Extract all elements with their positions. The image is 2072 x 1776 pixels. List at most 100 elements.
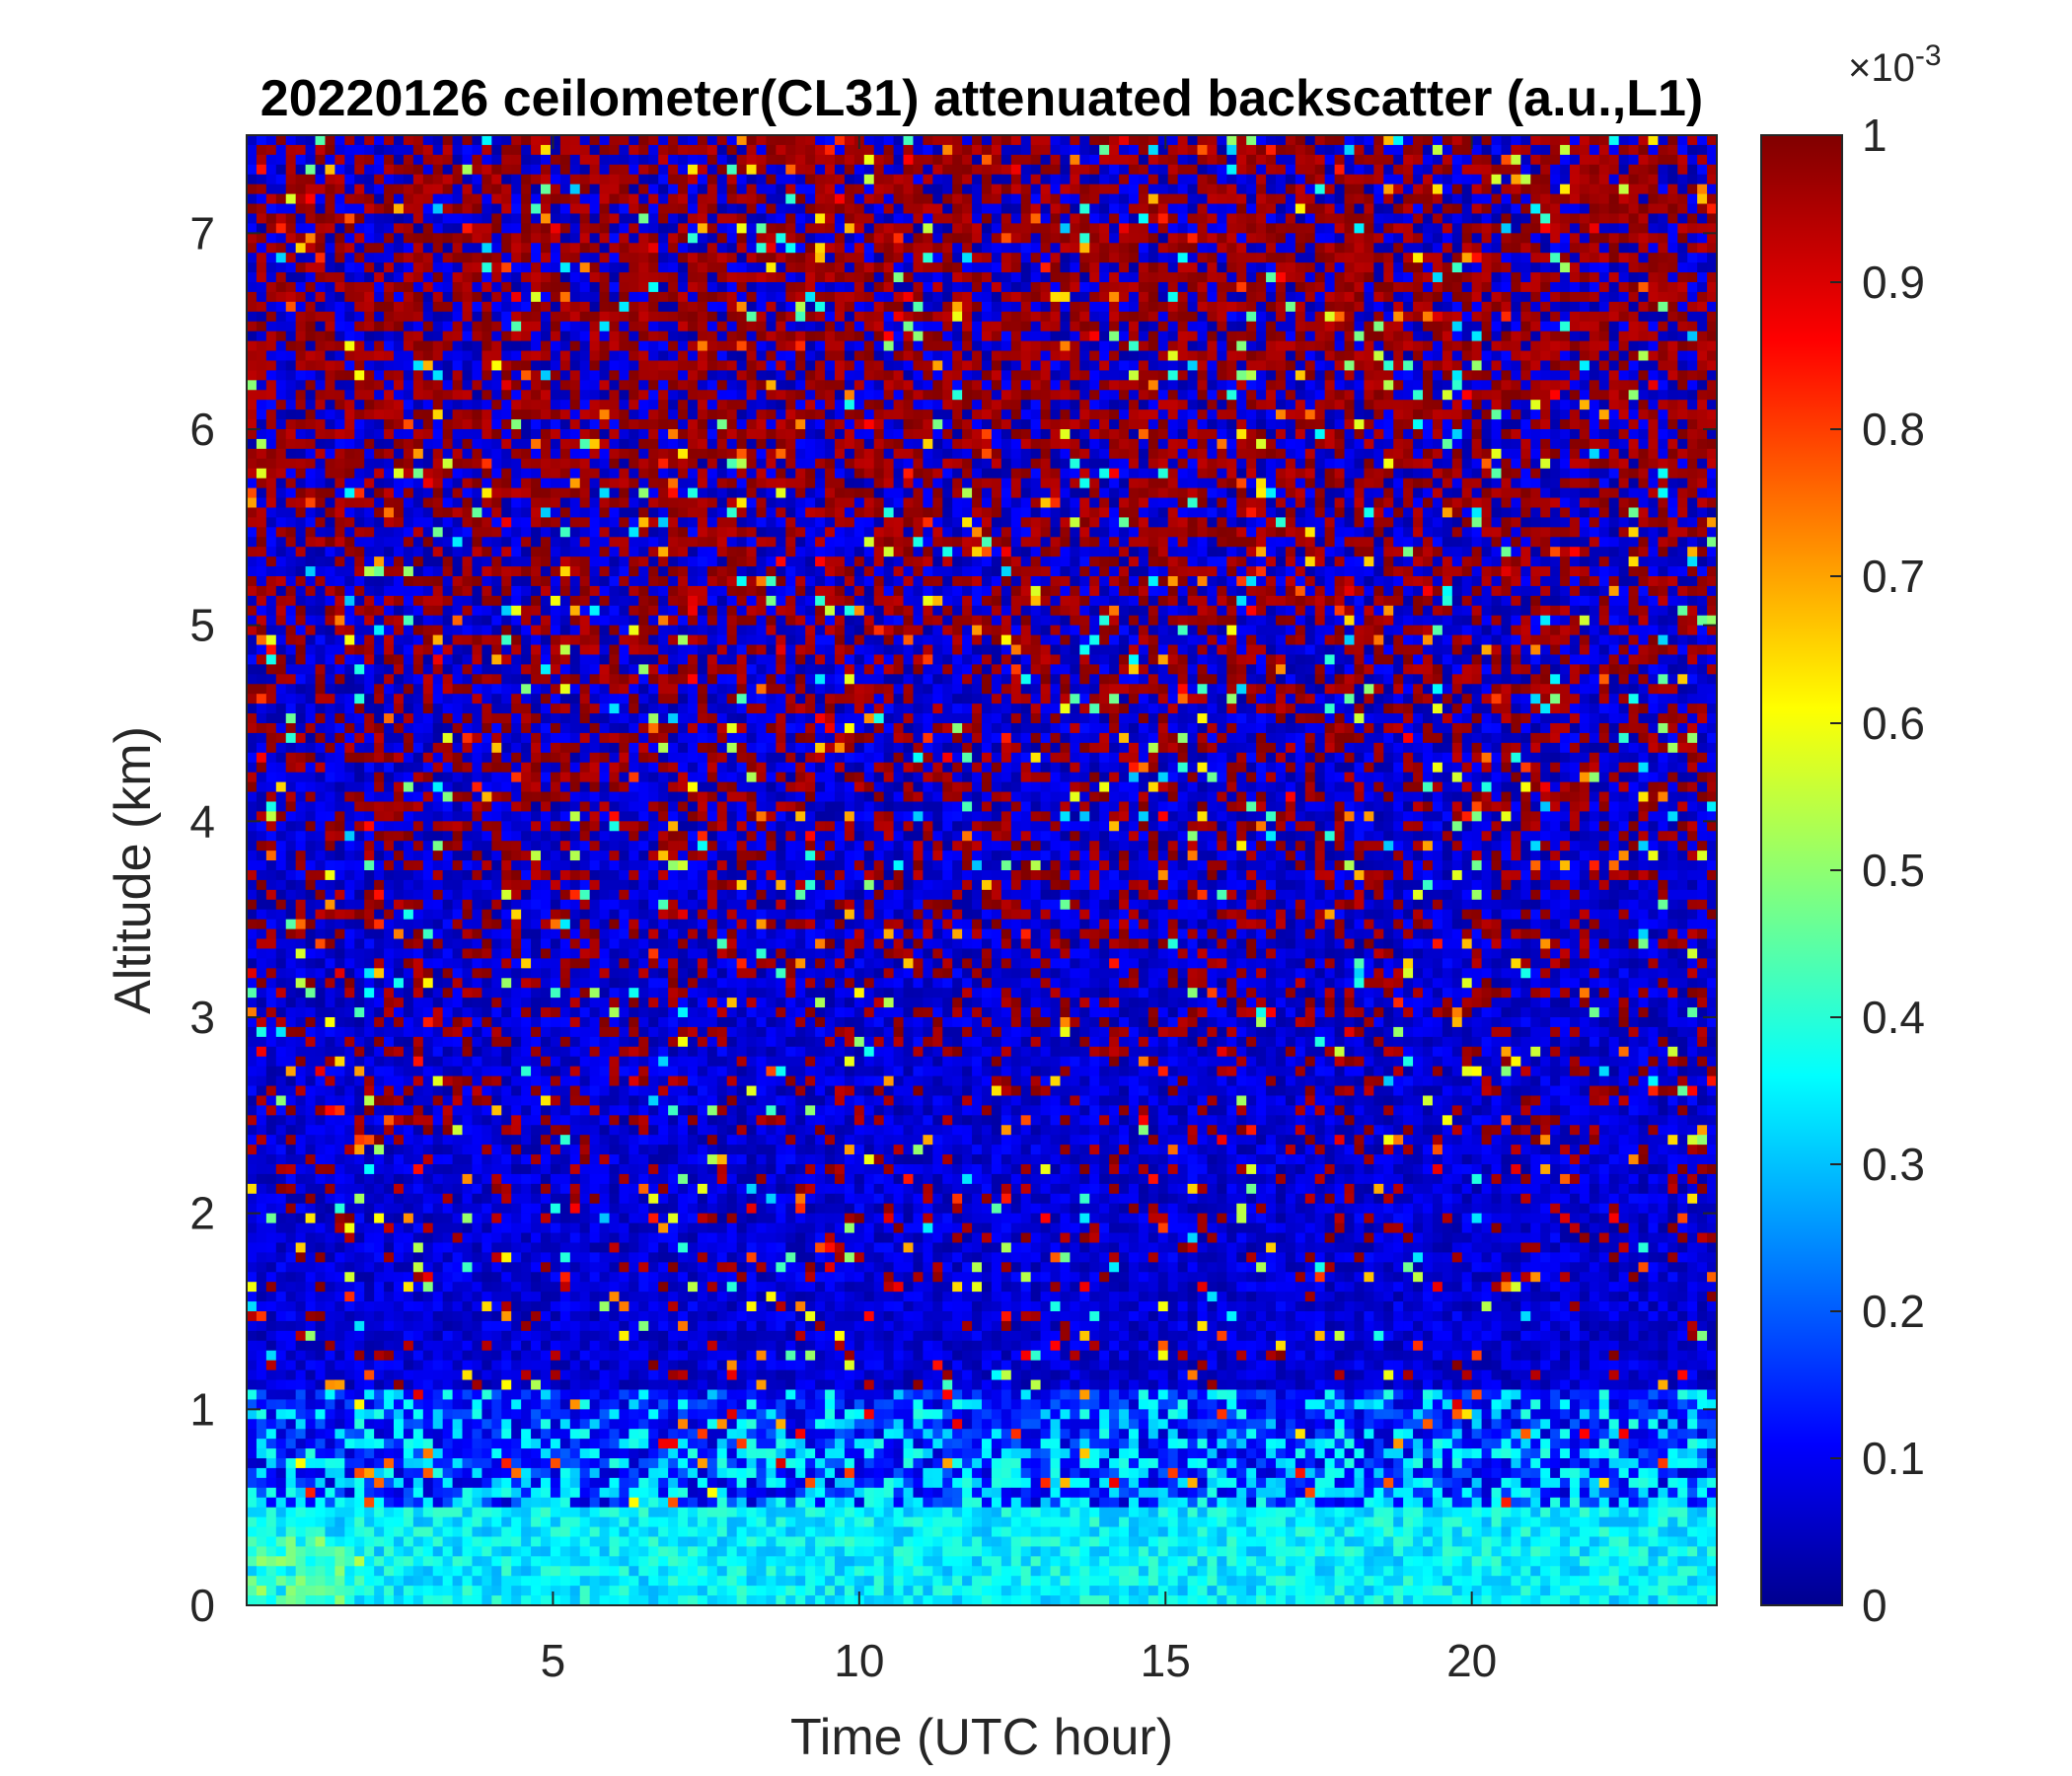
heatmap-cell [1570, 135, 1580, 145]
heatmap-cell [835, 165, 845, 175]
heatmap-cell [619, 302, 629, 312]
heatmap-cell [541, 272, 551, 282]
heatmap-cell [1383, 429, 1393, 439]
heatmap-cell [1226, 262, 1236, 272]
heatmap-cell [463, 253, 473, 262]
heatmap-cell [1070, 302, 1079, 312]
heatmap-cell [795, 204, 805, 214]
heatmap-cell [776, 312, 785, 322]
heatmap-cell [1335, 351, 1345, 361]
heatmap-cell [1540, 312, 1550, 322]
heatmap-cell [1501, 243, 1511, 253]
heatmap-cell [1345, 351, 1355, 361]
heatmap-cell [1667, 400, 1677, 409]
heatmap-cell [835, 360, 845, 370]
heatmap-cell [481, 312, 491, 322]
heatmap-cell [1236, 262, 1246, 272]
heatmap-cell [600, 390, 610, 400]
heatmap-cell [404, 282, 413, 292]
heatmap-cell [1413, 429, 1423, 439]
heatmap-cell [1443, 272, 1452, 282]
heatmap-cell [785, 449, 795, 459]
heatmap-cell [1492, 194, 1502, 204]
heatmap-cell [521, 312, 531, 322]
heatmap-cell [776, 213, 785, 223]
heatmap-cell [874, 223, 884, 233]
heatmap-cell [1188, 370, 1198, 380]
heatmap-cell [1590, 185, 1599, 194]
heatmap-cell [1609, 165, 1619, 175]
heatmap-cell [629, 243, 638, 253]
heatmap-cell [1354, 360, 1364, 370]
heatmap-cell [551, 223, 560, 233]
heatmap-cell [747, 262, 757, 272]
heatmap-cell [501, 243, 511, 253]
heatmap-cell [923, 262, 932, 272]
heatmap-cell [296, 223, 306, 233]
heatmap-cell [1256, 429, 1266, 439]
heatmap-cell [942, 135, 952, 145]
heatmap-cell [1667, 419, 1677, 429]
heatmap-cell [257, 185, 266, 194]
heatmap-cell [344, 223, 354, 233]
heatmap-cell [1393, 351, 1403, 361]
heatmap-cell [443, 282, 453, 292]
heatmap-cell [815, 400, 825, 409]
heatmap-cell [1482, 351, 1492, 361]
heatmap-cell [1580, 449, 1590, 459]
heatmap-cell [854, 233, 864, 243]
heatmap-cell [1482, 194, 1492, 204]
heatmap-cell [707, 409, 717, 419]
heatmap-cell [1707, 449, 1717, 459]
heatmap-cell [1452, 135, 1462, 145]
heatmap-cell [904, 194, 914, 204]
heatmap-cell [1217, 409, 1226, 419]
heatmap-cell [306, 145, 316, 155]
heatmap-cell [1501, 253, 1511, 262]
heatmap-cell [1433, 165, 1443, 175]
heatmap-cell [481, 204, 491, 214]
heatmap-cell [1687, 292, 1697, 302]
heatmap-cell [463, 419, 473, 429]
heatmap-cell [1335, 233, 1345, 243]
heatmap-cell [1188, 145, 1198, 155]
heatmap-cell [1648, 155, 1658, 165]
heatmap-cell [1413, 194, 1423, 204]
heatmap-cell [795, 360, 805, 370]
heatmap-cell [894, 194, 904, 204]
heatmap-cell [668, 370, 678, 380]
heatmap-cell [1158, 332, 1168, 341]
heatmap-cell [1393, 449, 1403, 459]
heatmap-cell [1148, 419, 1158, 429]
heatmap-cell [1226, 449, 1236, 459]
heatmap-cell [1315, 213, 1325, 223]
heatmap-cell [1276, 145, 1286, 155]
heatmap-cell [590, 390, 600, 400]
heatmap-cell [316, 302, 326, 312]
heatmap-cell [1697, 429, 1707, 439]
heatmap-cell [923, 429, 932, 439]
heatmap-cell [1060, 419, 1070, 429]
heatmap-cell [1295, 302, 1305, 312]
heatmap-cell [1423, 449, 1433, 459]
heatmap-cell [638, 223, 648, 233]
heatmap-cell [1540, 449, 1550, 459]
heatmap-cell [610, 262, 620, 272]
heatmap-cell [678, 341, 688, 351]
heatmap-cell [384, 155, 394, 165]
heatmap-cell [972, 370, 982, 380]
heatmap-cell [1560, 429, 1570, 439]
heatmap-cell [541, 165, 551, 175]
heatmap-cell [1198, 351, 1208, 361]
heatmap-cell [1648, 360, 1658, 370]
heatmap-cell [698, 253, 707, 262]
heatmap-cell [1667, 262, 1677, 272]
heatmap-cell [1629, 155, 1639, 165]
heatmap-cell [1609, 253, 1619, 262]
heatmap-cell [580, 213, 590, 223]
heatmap-cell [1246, 175, 1256, 185]
heatmap-cell [1393, 390, 1403, 400]
heatmap-cell [678, 419, 688, 429]
heatmap-cell [423, 175, 433, 185]
heatmap-cell [541, 400, 551, 409]
